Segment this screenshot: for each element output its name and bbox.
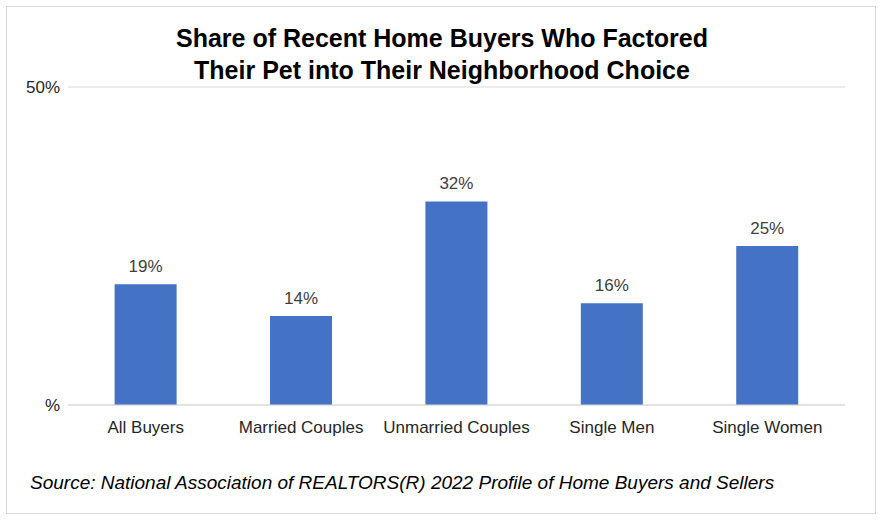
svg-text:14%: 14%: [284, 289, 318, 308]
svg-text:16%: 16%: [595, 276, 629, 295]
svg-text:25%: 25%: [750, 219, 784, 238]
svg-text:Single Women: Single Women: [712, 418, 822, 437]
svg-text:32%: 32%: [439, 174, 473, 193]
svg-text:Unmarried Couples: Unmarried Couples: [383, 418, 529, 437]
html-text:Source: National Association o: Source: National Association of REALTORS…: [30, 472, 775, 493]
svg-text:Single Men: Single Men: [569, 418, 654, 437]
svg-text:50%: 50%: [26, 78, 60, 97]
svg-text:Married Couples: Married Couples: [239, 418, 364, 437]
svg-text:19%: 19%: [129, 257, 163, 276]
svg-text:All Buyers: All Buyers: [107, 418, 184, 437]
svg-text:%: %: [45, 396, 60, 415]
html-text:Share of Recent Home Buyers Wh: Share of Recent Home Buyers Who Factored…: [176, 24, 708, 84]
